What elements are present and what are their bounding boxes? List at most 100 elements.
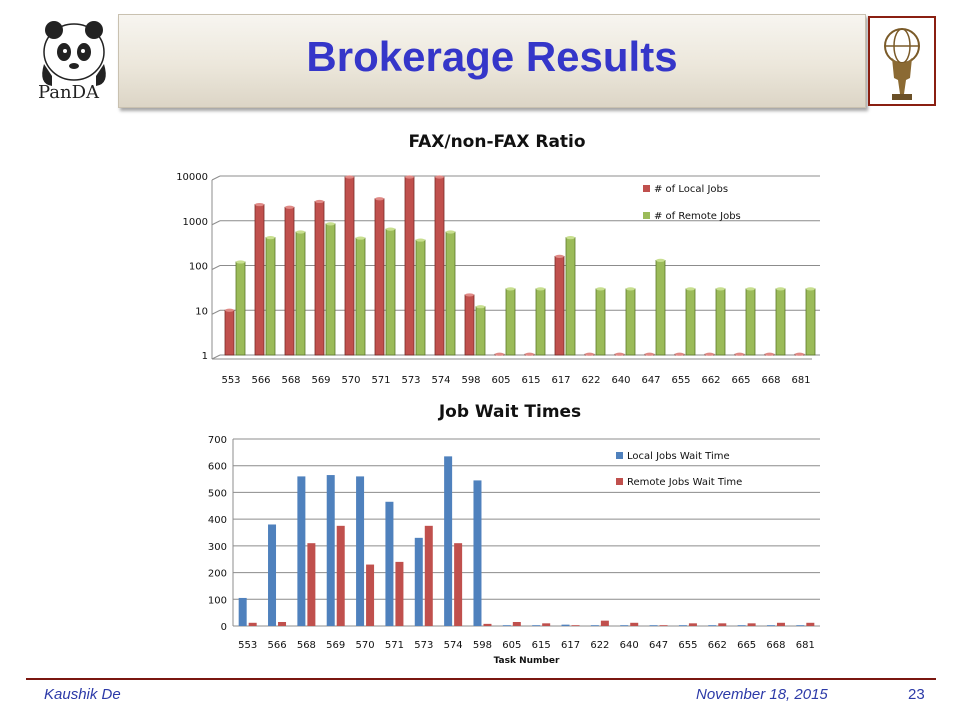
bar (248, 622, 257, 626)
bar (278, 621, 287, 626)
x-tick-label: 665 (737, 640, 756, 651)
bar (374, 198, 385, 356)
x-tick-label: 598 (461, 375, 480, 386)
job-wait-times-chart: Job Wait Times 0 100 200 300 400 500 600 700 553 5… (208, 402, 820, 666)
bar-cap (716, 287, 725, 291)
bar-cap (465, 293, 474, 297)
page-number: 23 (908, 686, 925, 703)
gridline-depth (211, 220, 221, 226)
x-tick-label: 566 (251, 375, 270, 386)
bar (565, 237, 576, 356)
bar-cap (525, 352, 534, 356)
bar (475, 306, 486, 356)
footer-date: November 18, 2015 (696, 686, 828, 703)
bar (535, 288, 546, 356)
bar-cap (596, 287, 605, 291)
x-tick-label: 598 (473, 640, 492, 651)
x-tick-label: 665 (731, 375, 750, 386)
bar-cap (806, 287, 815, 291)
bar-cap (495, 352, 504, 356)
bar-cap (476, 305, 485, 309)
bar (254, 204, 265, 356)
bar-cap (585, 352, 594, 356)
x-tick-label: 640 (620, 640, 639, 651)
bar-cap (675, 352, 684, 356)
x-tick-label: 662 (701, 375, 720, 386)
bar-cap (416, 238, 425, 242)
bar-cap (615, 352, 624, 356)
slide-title: Brokerage Results (306, 33, 678, 80)
y-tick-label: 400 (208, 515, 227, 526)
bar (314, 201, 325, 356)
y-tick-label: 300 (208, 542, 227, 553)
footer-rule (26, 678, 936, 680)
bar-cap (656, 258, 665, 263)
bar (505, 288, 516, 356)
x-tick-label: 655 (671, 375, 690, 386)
bar (502, 625, 511, 626)
bar (649, 625, 658, 626)
bar (600, 620, 609, 626)
bar (766, 625, 775, 626)
x-tick-label: 553 (221, 375, 240, 386)
bar (776, 622, 785, 626)
x-tick-label: 568 (281, 375, 300, 386)
bar-cap (626, 287, 635, 291)
bar (325, 223, 336, 356)
bar-cap (536, 287, 545, 291)
chart-title: Job Wait Times (438, 402, 581, 422)
bar (336, 525, 345, 626)
bar (224, 309, 235, 356)
panda-logo: PanDA (30, 14, 118, 106)
x-tick-label: 568 (297, 640, 316, 651)
x-tick-label: 570 (341, 375, 360, 386)
bar (424, 525, 433, 626)
bar-cap (386, 227, 395, 231)
bar (307, 543, 316, 626)
x-tick-label: 617 (561, 640, 580, 651)
bar-cap (435, 175, 444, 179)
legend-swatch (643, 212, 650, 219)
bar-cap (735, 352, 744, 356)
x-tick-label: 622 (590, 640, 609, 651)
legend-swatch (643, 185, 650, 192)
bar (415, 239, 426, 356)
bar-cap (296, 230, 305, 234)
bar-cap (506, 287, 515, 291)
bar (344, 176, 355, 356)
bar-cap (765, 352, 774, 356)
x-tick-label: 574 (444, 640, 463, 651)
bar (385, 228, 396, 356)
bar-cap (236, 260, 245, 264)
y-tick-label: 100 (208, 595, 227, 606)
y-tick-label: 0 (221, 622, 227, 633)
bar-cap (776, 287, 785, 291)
bar (326, 475, 335, 626)
bar (685, 288, 696, 356)
bar (590, 625, 599, 626)
x-tick-label: 573 (414, 640, 433, 651)
bar (655, 260, 666, 356)
bar (796, 625, 805, 626)
gridline-depth (211, 309, 221, 315)
y-tick-label: 10 (195, 306, 208, 317)
bar (297, 476, 306, 626)
x-tick-label: 647 (641, 375, 660, 386)
bar (561, 624, 570, 626)
bar (625, 288, 636, 356)
bar (483, 623, 492, 626)
bar (630, 622, 639, 626)
y-tick-label: 200 (208, 569, 227, 580)
bar (444, 456, 453, 626)
bar-cap (705, 352, 714, 356)
bar-cap (446, 230, 455, 234)
bar-cap (315, 199, 324, 204)
bar (366, 564, 375, 626)
bar (806, 622, 815, 626)
bar-cap (285, 205, 294, 209)
legend-swatch (616, 478, 623, 485)
bar-cap (555, 254, 564, 258)
bar (464, 294, 475, 356)
bar (532, 625, 541, 626)
bar (268, 524, 277, 626)
